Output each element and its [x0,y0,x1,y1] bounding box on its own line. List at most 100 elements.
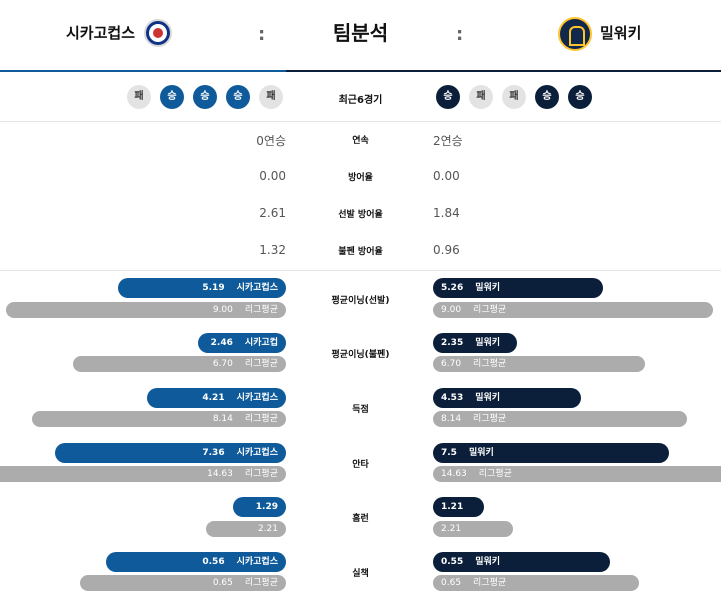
team-analysis-header: 시카고컵스 : 팀분석 : 밀워키 [0,0,721,72]
left-league-avg-bar: 0.65 리그평균 [80,575,286,591]
right-league-avg-bar: 9.00 리그평균 [433,302,713,318]
right-league-avg-bar: 0.65 리그평균 [433,575,639,591]
bar-team: 시카고컵스 [236,283,278,293]
bar-team: 시카고컵스 [236,393,278,403]
right-league-avg-bar: 6.70 리그평균 [433,356,645,372]
brewers-logo-icon[interactable] [558,17,592,51]
right-recent-result: 승 [535,85,559,109]
bar-team: 밀워키 [475,338,501,348]
colon-separator: : [456,24,464,45]
avg-value: 0.65 [441,578,462,588]
bar-metric-label: 실책 [352,569,369,579]
left-team-bar: 0.56 시카고컵스 [106,552,286,572]
left-stat-value: 2.61 [259,206,286,220]
bar-team: 밀워키 [475,393,501,403]
right-team-bar: 4.53 밀워키 [433,388,581,408]
bar-value: 7.36 [202,448,225,458]
avg-label: 리그평균 [473,359,507,369]
bar-metric-label: 홈런 [352,514,369,524]
bar-value: 0.56 [202,557,225,567]
colon-separator: : [258,24,266,45]
left-league-avg-bar: 14.63 리그평균 [0,466,286,482]
avg-value: 9.00 [441,305,462,315]
avg-value: 14.63 [441,469,467,479]
bar-team: 밀워키 [468,448,494,458]
stat-label: 방어율 [348,173,373,183]
bar-value: 0.55 [441,557,464,567]
right-stat-value: 0.96 [433,243,460,257]
bar-value: 4.21 [202,393,225,403]
avg-label: 리그평균 [473,305,507,315]
bar-value: 5.19 [202,283,225,293]
avg-value: 0.65 [212,578,233,588]
right-stat-value: 2연승 [433,134,463,148]
recent-games-row: 패 승 승 승 패 최근6경기 승 패 패 승 승 [0,72,721,122]
right-team-bar: 2.35 밀워키 [433,333,517,353]
avg-value: 2.21 [257,524,278,534]
right-team-bar: 5.26 밀워키 [433,278,603,298]
bar-metric-label: 득점 [352,405,369,415]
left-team-name[interactable]: 시카고컵스 [66,24,136,42]
cubs-logo-icon[interactable] [144,19,172,47]
right-recent-result: 승 [568,85,592,109]
avg-label: 리그평균 [473,578,507,588]
right-league-avg-bar: 2.21 [433,521,513,537]
bar-value: 1.21 [441,502,464,512]
left-league-avg-bar: 6.70 리그평균 [73,356,286,372]
left-team-underline [0,70,286,72]
bar-metric-label: 평균이닝(불펜) [331,350,390,360]
bar-team: 시카고컵 [244,338,278,348]
left-team-bar: 2.46 시카고컵 [198,333,286,353]
right-stat-value: 0.00 [433,169,460,183]
left-recent-result: 패 [127,85,151,109]
stat-row-bullpen-era: 1.32 불펜 방어율 0.96 [0,233,721,269]
left-team-bar: 4.21 시카고컵스 [147,388,286,408]
left-team-bar: 5.19 시카고컵스 [118,278,286,298]
avg-value: 8.14 [441,414,462,424]
bar-metric-label: 평균이닝(선발) [331,296,390,306]
avg-value: 6.70 [441,359,462,369]
right-league-avg-bar: 14.63 리그평균 [433,466,721,482]
avg-value: 8.14 [212,414,233,424]
avg-label: 리그평균 [473,414,507,424]
bar-team: 밀워키 [475,283,501,293]
left-league-avg-bar: 8.14 리그평균 [32,411,286,427]
left-stat-value: 0.00 [259,169,286,183]
avg-label: 리그평균 [244,305,278,315]
left-stat-value: 0연승 [256,134,286,148]
right-team-bar: 1.21 [433,497,484,517]
right-team-name[interactable]: 밀워키 [600,24,642,42]
bar-value: 7.5 [441,448,457,458]
left-stat-value: 1.32 [259,243,286,257]
bar-value: 4.53 [441,393,464,403]
right-team-bar: 7.5 밀워키 [433,443,669,463]
left-recent-result: 승 [226,85,250,109]
left-team-bar: 7.36 시카고컵스 [55,443,286,463]
left-recent-result: 승 [160,85,184,109]
stat-label: 선발 방어율 [338,210,383,220]
avg-value: 6.70 [212,359,233,369]
stat-row-starter-era: 2.61 선발 방어율 1.84 [0,196,721,232]
bar-team: 밀워키 [475,557,501,567]
bar-value: 5.26 [441,283,464,293]
bar-team: 시카고컵스 [236,448,278,458]
stat-row-streak: 0연승 연속 2연승 [0,122,721,158]
avg-value: 2.21 [441,524,462,534]
bar-team: 시카고컵스 [236,557,278,567]
left-recent-result: 패 [259,85,283,109]
left-league-avg-bar: 9.00 리그평균 [6,302,286,318]
bar-metric-label: 안타 [352,460,369,470]
left-team-bar: 1.29 [233,497,286,517]
bar-value: 2.35 [441,338,464,348]
right-recent-result: 패 [502,85,526,109]
left-recent-result: 승 [193,85,217,109]
stat-label: 연속 [352,136,369,146]
page-title: 팀분석 [332,21,389,45]
avg-label: 리그평균 [244,414,278,424]
section-divider [0,270,721,271]
avg-value: 14.63 [207,469,233,479]
right-recent-result: 승 [436,85,460,109]
avg-label: 리그평균 [478,469,512,479]
bar-value: 1.29 [255,502,278,512]
bar-value: 2.46 [210,338,233,348]
